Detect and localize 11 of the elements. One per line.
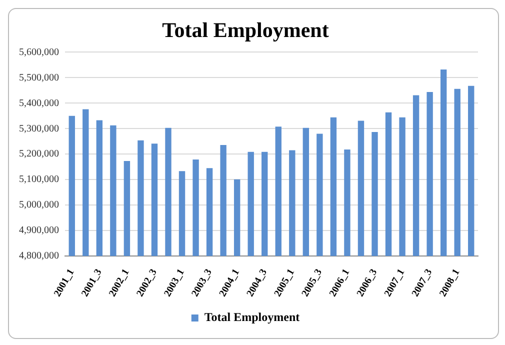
y-tick-label: 5,300,000 [19,123,59,134]
y-tick-label: 5,000,000 [19,200,59,211]
chart-title: Total Employment [162,18,329,42]
y-tick-label: 5,100,000 [19,174,59,186]
y-tick-label: 5,200,000 [19,148,59,160]
y-tick-label: 4,900,000 [19,225,59,236]
y-tick-label: 5,600,000 [19,46,59,58]
y-tick-label: 5,400,000 [19,98,59,109]
y-tick-label: 4,800,000 [19,250,59,262]
y-tick-label: 5,500,000 [19,72,59,84]
legend-label: Total Employment [204,310,300,324]
